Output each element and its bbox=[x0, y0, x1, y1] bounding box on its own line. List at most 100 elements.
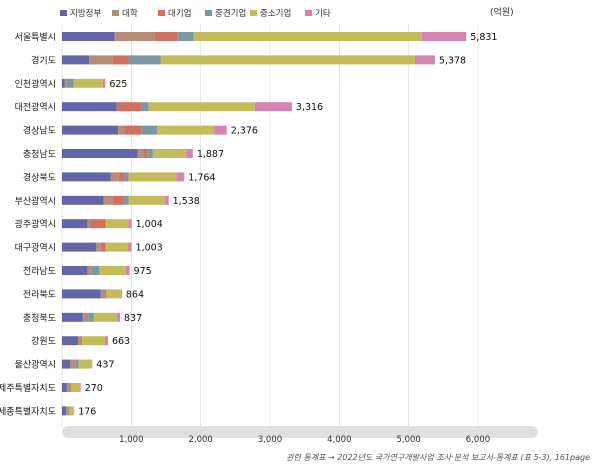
total-labels: 5,831 5,378 625 3,316 2,376 1,887 1,764 1,538 1,… bbox=[78, 32, 497, 417]
bar-segment bbox=[62, 102, 117, 112]
total-label: 437 bbox=[96, 360, 114, 371]
unit-label: (억원) bbox=[490, 6, 514, 18]
category-label: 전라북도 bbox=[23, 289, 56, 300]
category-label: 제주특별자치도 bbox=[0, 382, 56, 394]
legend: 지방정부 대학 대기업 중견기업 중소기업 기타 bbox=[60, 8, 331, 19]
bar-segment bbox=[123, 195, 129, 205]
x-tick-label: 2,000 bbox=[188, 435, 212, 445]
total-label: 5,378 bbox=[439, 55, 466, 66]
source-note: 관련 통계표 → 2022년도 국가연구개발사업 조사·분석 보고서-통계표 (… bbox=[286, 453, 590, 462]
x-tick-label: 1,000 bbox=[119, 435, 143, 445]
bar-segment bbox=[99, 266, 126, 275]
bar-segment bbox=[62, 195, 104, 205]
bar-segment bbox=[193, 32, 422, 41]
bar-segment bbox=[62, 78, 65, 88]
category-label: 대구광역시 bbox=[15, 242, 56, 254]
bar-segment bbox=[112, 195, 124, 205]
bar-segment bbox=[128, 195, 165, 205]
bar-segment bbox=[75, 359, 79, 369]
category-labels: 서울특별시경기도인천광역시대전광역시경상남도충청남도경상북도부산광역시광주광역시… bbox=[0, 32, 56, 417]
category-label: 경상북도 bbox=[23, 171, 56, 183]
bar-segment bbox=[66, 406, 68, 416]
category-label: 강원도 bbox=[31, 336, 56, 347]
bar-segment bbox=[62, 336, 78, 346]
legend-label: 중소기업 bbox=[260, 9, 291, 19]
total-label: 663 bbox=[112, 336, 130, 347]
legend-swatch bbox=[305, 10, 312, 16]
total-label: 625 bbox=[109, 79, 127, 90]
bar-segment bbox=[128, 55, 161, 65]
bar-segment bbox=[95, 242, 101, 252]
bar-segment bbox=[67, 406, 69, 416]
bar-segment bbox=[118, 172, 125, 182]
bar-segment bbox=[90, 219, 106, 229]
total-label: 270 bbox=[85, 383, 103, 394]
category-label: 인천광역시 bbox=[15, 78, 56, 90]
legend-label: 대기업 bbox=[168, 9, 191, 19]
bar-segment bbox=[120, 289, 122, 299]
bar-segment bbox=[82, 336, 105, 346]
bar-segment bbox=[105, 219, 129, 229]
total-label: 1,003 bbox=[136, 243, 163, 254]
bar-segment bbox=[176, 172, 185, 182]
bar-segment bbox=[105, 242, 128, 252]
bar-segment bbox=[421, 32, 467, 41]
bar-segment bbox=[125, 266, 130, 275]
bar-segment bbox=[141, 125, 157, 135]
bar-segment bbox=[414, 55, 435, 65]
x-tick-label: 5,000 bbox=[396, 435, 420, 445]
bar-segment bbox=[100, 289, 105, 299]
bar-segment bbox=[62, 406, 67, 416]
bar-segment bbox=[67, 78, 74, 88]
legend-label: 대학 bbox=[122, 8, 138, 19]
category-label: 경기도 bbox=[31, 54, 56, 66]
bar-segment bbox=[106, 289, 121, 299]
bar-segment bbox=[64, 78, 68, 88]
x-tick-label: 6,000 bbox=[466, 435, 490, 445]
bar-segment bbox=[116, 102, 142, 112]
category-label: 세종특별자치도 bbox=[0, 405, 56, 417]
bar-segment bbox=[80, 383, 81, 392]
bar-segment bbox=[62, 312, 83, 322]
legend-swatch bbox=[250, 10, 257, 16]
bar-segment bbox=[112, 55, 129, 65]
total-label: 176 bbox=[78, 406, 96, 417]
legend-swatch bbox=[112, 10, 119, 16]
total-label: 3,316 bbox=[296, 102, 323, 113]
bar-segment bbox=[100, 242, 106, 252]
bar-segment bbox=[143, 149, 148, 158]
bar-segment bbox=[141, 102, 149, 112]
legend-swatch bbox=[60, 10, 67, 16]
total-label: 1,887 bbox=[197, 149, 224, 160]
bar-segment bbox=[70, 359, 76, 369]
bar-segment bbox=[152, 149, 187, 158]
total-label: 975 bbox=[134, 266, 152, 277]
bar-segment bbox=[116, 312, 121, 322]
bar-segment bbox=[68, 406, 74, 416]
bar-segment bbox=[154, 32, 178, 41]
bar-segment bbox=[62, 289, 101, 299]
bar-segment bbox=[128, 172, 177, 182]
bar-segment bbox=[118, 125, 125, 135]
bar-segment bbox=[160, 55, 415, 65]
bar-segment bbox=[62, 383, 67, 392]
x-tick-label: 3,000 bbox=[258, 435, 282, 445]
category-label: 충청남도 bbox=[23, 149, 56, 160]
bar-segment bbox=[62, 172, 111, 182]
bar-segment bbox=[78, 359, 92, 369]
legend-label: 기타 bbox=[315, 9, 331, 19]
bar-segment bbox=[91, 266, 100, 275]
bar-segment bbox=[62, 242, 96, 252]
category-label: 부산광역시 bbox=[15, 195, 56, 207]
category-label: 경상남도 bbox=[23, 125, 56, 137]
bar-segment bbox=[66, 383, 72, 392]
bar-segment bbox=[62, 149, 138, 158]
bar-segment bbox=[88, 312, 94, 322]
bar-segment bbox=[128, 219, 132, 229]
bar-segment bbox=[254, 102, 292, 112]
bar-segment bbox=[124, 172, 129, 182]
bar-segment bbox=[82, 312, 89, 322]
category-label: 광주광역시 bbox=[15, 218, 56, 230]
category-label: 대전광역시 bbox=[15, 101, 56, 113]
bar-segment bbox=[71, 383, 81, 392]
